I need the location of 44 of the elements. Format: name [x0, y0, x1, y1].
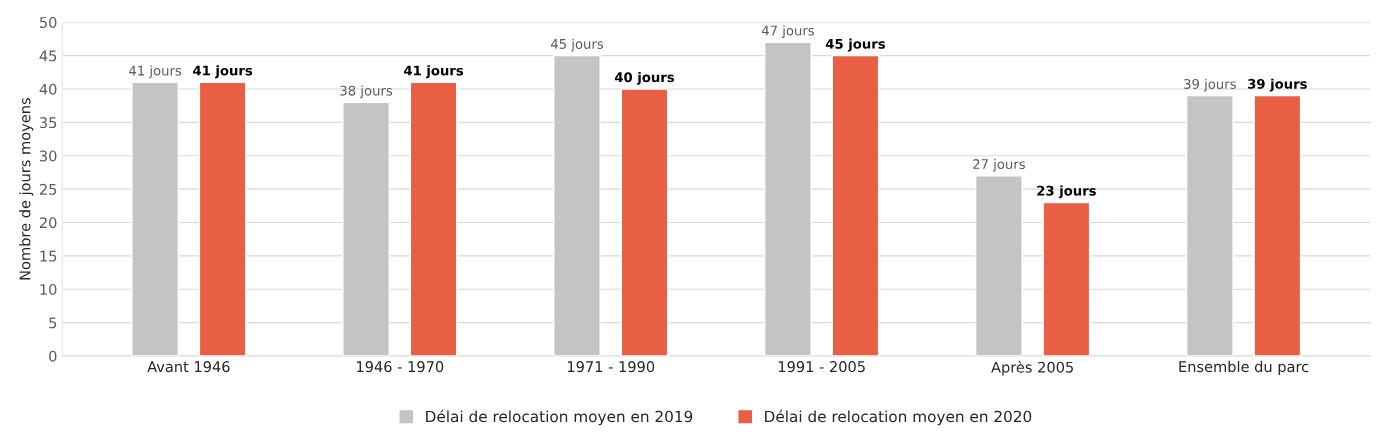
bar [1042, 201, 1091, 356]
bar [198, 81, 247, 356]
bar [620, 88, 669, 356]
y-tick-label: 0 [49, 350, 57, 362]
legend-label: Délai de relocation moyen en 2020 [765, 409, 1032, 426]
y-tick-label: 35 [39, 117, 57, 129]
y-tick-label: 45 [39, 50, 57, 62]
bar [553, 54, 601, 356]
data-label: 40 jours [614, 71, 675, 85]
y-tick-label: 25 [39, 183, 57, 195]
y-axis-title: Nombre de jours moyens [19, 98, 34, 280]
bar [342, 101, 390, 356]
x-tick-label: Avant 1946 [147, 361, 230, 373]
x-tick-label: Ensemble du parc [1179, 360, 1309, 375]
data-label: 45 jours [825, 38, 885, 52]
bar [974, 175, 1023, 356]
y-tick-label: 20 [39, 217, 57, 229]
data-label: 27 jours [973, 158, 1025, 172]
y-tick-label: 40 [39, 83, 57, 95]
data-label: 45 jours [550, 38, 604, 52]
bar [131, 81, 179, 356]
data-label: 41 jours [404, 65, 464, 79]
bar [409, 81, 458, 356]
data-label: 23 jours [1037, 185, 1096, 199]
x-tick-label: 1946 - 1970 [357, 361, 444, 373]
bar [1185, 94, 1234, 356]
bar [764, 41, 812, 356]
y-tick-label: 15 [40, 250, 57, 262]
y-tick-label: 30 [39, 150, 57, 162]
data-label: 41 jours [193, 65, 253, 79]
legend-label: Délai de relocation moyen en 2019 [426, 409, 693, 426]
data-label: 38 jours [340, 85, 393, 99]
y-tick-label: 10 [40, 283, 57, 295]
x-tick-label: Après 2005 [991, 360, 1073, 376]
bar [1253, 94, 1302, 356]
data-label: 41 jours [129, 65, 182, 79]
data-label: 47 jours [761, 25, 814, 39]
y-tick-label: 50 [39, 16, 57, 28]
y-tick-label: 5 [49, 317, 57, 329]
x-tick-label: 1991 - 2005 [778, 361, 865, 373]
data-label: 39 jours [1184, 78, 1236, 92]
bar [831, 54, 880, 356]
x-tick-label: 1971 - 1990 [567, 361, 655, 373]
data-label: 39 jours [1248, 78, 1307, 92]
